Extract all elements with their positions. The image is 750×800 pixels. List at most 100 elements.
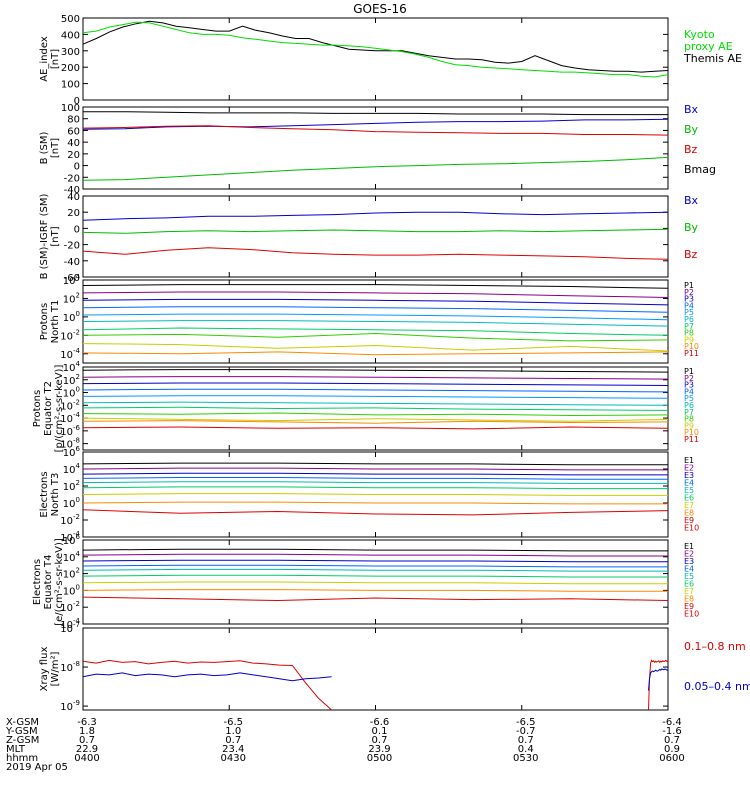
y-axis-label: B (SM)	[39, 131, 50, 164]
y-tick-exponent: -2	[73, 328, 80, 336]
footer-value: 0.4	[518, 744, 534, 755]
y-tick-label: 104	[63, 462, 81, 476]
legend-entry: E7	[684, 587, 694, 596]
series-line-P6	[82, 401, 669, 406]
footer-value: 0430	[221, 753, 246, 764]
series-line-P2	[82, 376, 669, 380]
y-tick-label: -40	[64, 257, 80, 268]
y-tick-label: 104	[63, 273, 81, 287]
y-tick-exponent: 4	[76, 360, 81, 368]
y-tick-label: -40	[64, 185, 80, 196]
footer-value: 0.7	[664, 735, 680, 746]
series-line-E2	[82, 467, 668, 471]
legend-entry: E1	[684, 542, 694, 551]
footer-value: 0600	[659, 753, 684, 764]
series-line-Themis AE	[82, 20, 669, 73]
series-line-0.1–0.8 nm	[648, 659, 669, 711]
plot-title: GOES-16	[353, 2, 407, 16]
y-tick-exponent: 0	[76, 310, 80, 318]
y-tick-label: 60	[67, 126, 80, 137]
panel-frame	[82, 17, 669, 101]
footer-value: 0.1	[372, 726, 388, 737]
legend-entry: E6	[684, 494, 694, 503]
footer-row-label: 2019 Apr 05	[6, 762, 68, 773]
legend-entry: E9	[684, 516, 694, 525]
legend-entry: E5	[684, 486, 694, 495]
footer-row-label: Z-GSM	[6, 735, 39, 746]
y-tick-exponent: -4	[73, 530, 81, 538]
legend-entry: P3	[684, 381, 694, 390]
footer-value: 0.7	[372, 735, 388, 746]
y-tick-label: 106	[63, 533, 81, 547]
panel-frame	[82, 195, 669, 278]
series-line-Kyoto proxy AE	[82, 21, 669, 78]
legend-entry: P2	[684, 374, 694, 383]
series-line-P2	[82, 291, 669, 298]
series-line-P4	[82, 306, 669, 313]
series-line-E1	[82, 548, 668, 552]
y-tick-label: 106	[63, 445, 81, 459]
y-tick-label: 100	[61, 80, 80, 91]
legend-entry: P11	[684, 435, 699, 444]
y-tick-label: 500	[61, 14, 80, 25]
series-line-P9	[82, 417, 669, 422]
y-tick-exponent: 4	[76, 550, 81, 558]
series-line-P5	[82, 313, 669, 321]
y-tick-label: 20	[67, 150, 80, 161]
legend-entry: E3	[684, 471, 694, 480]
panel-frame	[82, 627, 669, 711]
legend-entry: E4	[684, 479, 694, 488]
legend-entry: P6	[684, 315, 694, 324]
footer-value: -6.4	[662, 717, 682, 728]
series-line-E8	[82, 501, 668, 505]
legend-entry: 0.05–0.4 nm	[684, 680, 750, 693]
series-line-P7	[82, 327, 669, 336]
footer-value: 23.4	[222, 744, 244, 755]
y-tick-exponent: 4	[76, 273, 81, 281]
legend-entry: E9	[684, 602, 694, 611]
series-line-E4	[82, 564, 668, 568]
y-axis-label: [nT]	[50, 226, 61, 246]
y-tick-exponent: 6	[76, 533, 81, 541]
footer-value: -0.7	[516, 726, 536, 737]
series-line-Bmag	[83, 111, 668, 116]
series-line-By	[82, 228, 669, 234]
footer-value: 23.9	[368, 744, 390, 755]
series-line-Bz	[82, 247, 669, 260]
footer-value: 0530	[513, 753, 538, 764]
y-tick-label: 10-2	[60, 513, 80, 527]
panel-p_t1: 104 102 100 10-2 10-4 Protons North T1 P1P2P3P4…	[39, 273, 699, 364]
footer-row-label: X-GSM	[6, 717, 39, 728]
y-tick-label: 300	[61, 47, 80, 58]
footer-value: -6.3	[77, 717, 97, 728]
y-tick-label: 100	[63, 496, 80, 510]
y-tick-label: 100	[63, 310, 80, 324]
y-tick-label: 0	[74, 162, 80, 173]
legend-entry: E1	[684, 456, 694, 465]
legend-entry: By	[684, 221, 699, 234]
y-tick-label: 10-9	[60, 699, 80, 713]
y-tick-exponent: -8	[73, 660, 80, 668]
y-tick-label: 100	[63, 583, 80, 597]
y-axis-label: North T1	[50, 300, 61, 344]
series-line-P9	[82, 343, 669, 352]
y-tick-label: -60	[64, 273, 80, 284]
y-tick-exponent: -2	[73, 513, 80, 521]
legend-entry: P10	[684, 428, 699, 437]
legend-entry: P8	[684, 415, 694, 424]
y-tick-exponent: 6	[76, 445, 81, 453]
series-line-E7	[82, 581, 668, 585]
y-tick-exponent: 4	[76, 462, 81, 470]
series-line-E6	[82, 574, 668, 578]
y-axis-label: North T3	[50, 473, 61, 517]
legend-entry: P7	[684, 408, 694, 417]
y-axis-label: Protons	[39, 303, 50, 340]
legend-entry: P11	[684, 349, 699, 358]
series-line-E8	[82, 589, 668, 592]
legend-entry: E6	[684, 580, 694, 589]
legend-entry: P7	[684, 322, 694, 331]
legend-entry: Bz	[684, 248, 698, 261]
y-tick-exponent: -4	[73, 411, 81, 419]
